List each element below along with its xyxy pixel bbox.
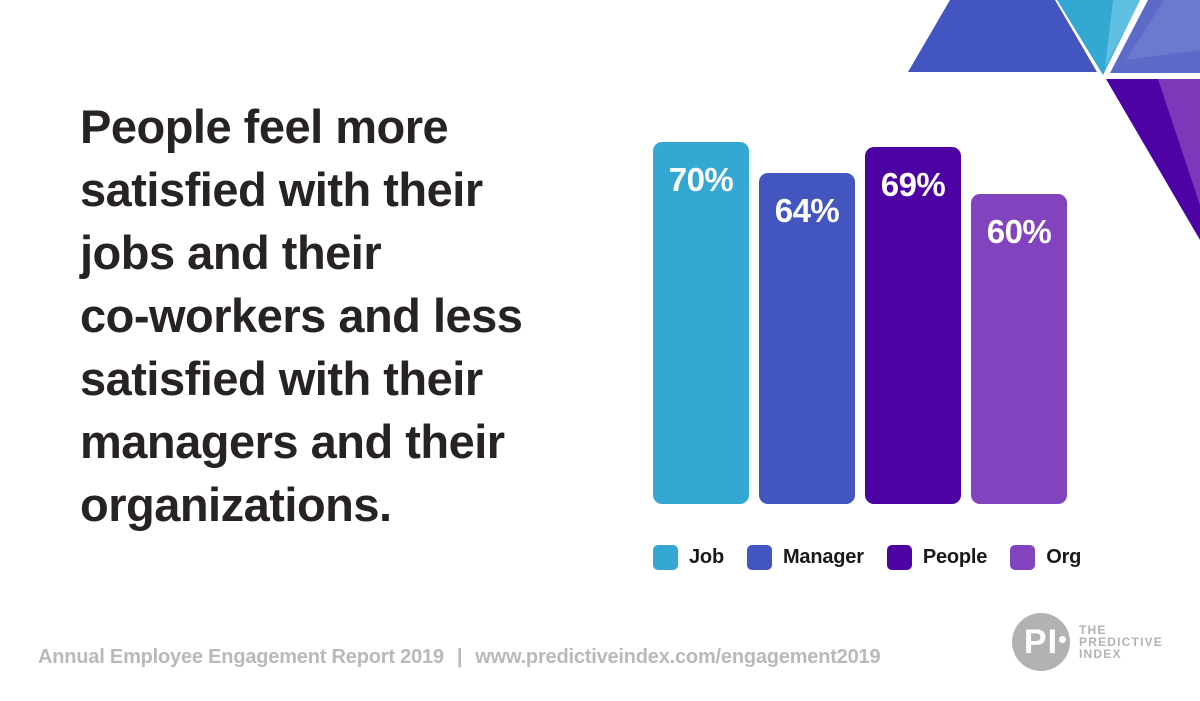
headline-line: jobs and their	[80, 226, 382, 279]
legend-label: Job	[689, 546, 724, 568]
bar-value-label: 69%	[880, 166, 946, 203]
decoration-triangle-blue	[908, 0, 1097, 72]
bar-chart: 70% 64% 69% 60%	[653, 142, 1067, 504]
footer: Annual Employee Engagement Report 2019 |…	[38, 646, 881, 669]
legend-label: Manager	[782, 546, 864, 568]
pi-logo-icon: P I	[1012, 613, 1070, 671]
brand-name: THE PREDICTIVE INDEX	[1079, 624, 1163, 660]
legend-swatch-icon	[746, 545, 772, 570]
bar-manager: 64%	[759, 173, 855, 504]
legend-item-job: Job	[653, 545, 724, 570]
headline-line: satisfied with their	[80, 352, 483, 405]
bar-value-label: 60%	[986, 213, 1052, 250]
headline: People feel more satisfied with their jobs…	[80, 95, 620, 536]
footer-report-title: Annual Employee Engagement Report 2019	[38, 646, 444, 668]
headline-line: managers and their	[80, 415, 505, 468]
decoration-triangle-periwinkle-light	[1126, 0, 1200, 60]
logo-monogram-p: P	[1023, 622, 1048, 661]
legend-label: Org	[1046, 546, 1082, 568]
legend-item-people: People	[886, 545, 988, 570]
bar-people: 69%	[865, 147, 961, 504]
brand-logo: P I THE PREDICTIVE INDEX	[1012, 613, 1163, 671]
legend-label: People	[922, 546, 988, 568]
decoration-triangle-purple	[1158, 79, 1200, 205]
logo-monogram-i: I	[1047, 622, 1067, 661]
footer-separator: |	[456, 646, 463, 668]
brand-name-line: THE	[1079, 623, 1107, 637]
headline-line: co-workers and less	[80, 289, 523, 342]
legend-swatch-icon	[886, 545, 912, 570]
decoration-triangle-cyan-light	[1105, 0, 1140, 68]
footer-url: www.predictiveindex.com/engagement2019	[475, 646, 881, 668]
corner-decoration	[908, 0, 1200, 240]
chart-legend: Job Manager People Org	[653, 545, 1081, 570]
bar-value-label: 70%	[668, 161, 734, 198]
legend-swatch-icon	[653, 545, 678, 570]
legend-item-manager: Manager	[746, 545, 864, 570]
bar-value-label: 64%	[774, 192, 840, 229]
legend-item-org: Org	[1010, 545, 1081, 570]
headline-line: organizations.	[80, 478, 392, 531]
bar-org: 60%	[971, 194, 1067, 504]
bar-job: 70%	[653, 142, 749, 504]
brand-name-line: INDEX	[1079, 647, 1122, 661]
headline-line: People feel more	[80, 100, 449, 153]
brand-name-line: PREDICTIVE	[1079, 635, 1164, 649]
headline-line: satisfied with their	[80, 163, 483, 216]
legend-swatch-icon	[1010, 545, 1036, 570]
